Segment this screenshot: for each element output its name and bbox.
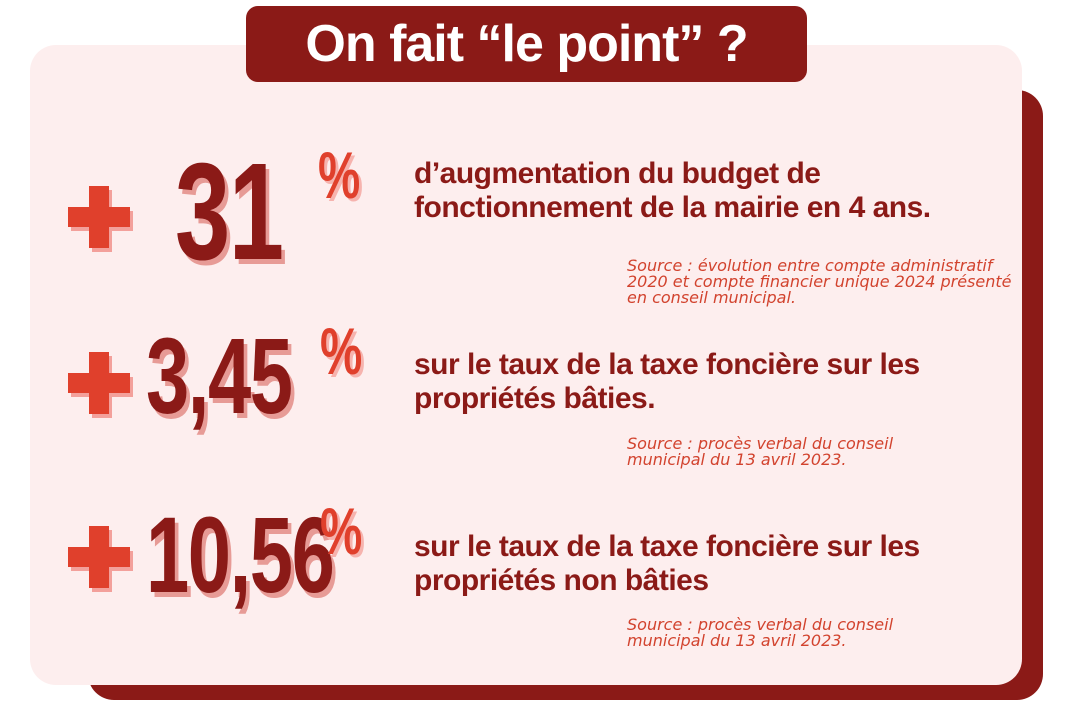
plus-icon <box>68 352 130 414</box>
stat-value: 31 <box>175 135 284 289</box>
plus-icon <box>68 186 130 248</box>
percent-sign: % <box>320 314 363 388</box>
infographic-card <box>30 45 1022 685</box>
stat-description: sur le taux de la taxe foncière sur les … <box>414 530 920 597</box>
stat-description: d’augmentation du budget de fonctionneme… <box>414 157 931 224</box>
title-banner: On fait “le point” ? <box>246 6 807 82</box>
percent-sign: % <box>320 494 363 568</box>
stat-value: 3,45 <box>146 315 293 436</box>
percent-sign: % <box>318 138 361 212</box>
plus-icon <box>68 526 130 588</box>
stat-source: Source : évolution entre compte administ… <box>627 256 1012 307</box>
page-title: On fait “le point” ? <box>305 15 748 73</box>
stat-source: Source : procès verbal du conseil munici… <box>627 615 894 650</box>
stat-description: sur le taux de la taxe foncière sur les … <box>414 348 920 415</box>
stat-value: 10,56 <box>146 494 335 615</box>
stat-source: Source : procès verbal du conseil munici… <box>627 434 894 469</box>
